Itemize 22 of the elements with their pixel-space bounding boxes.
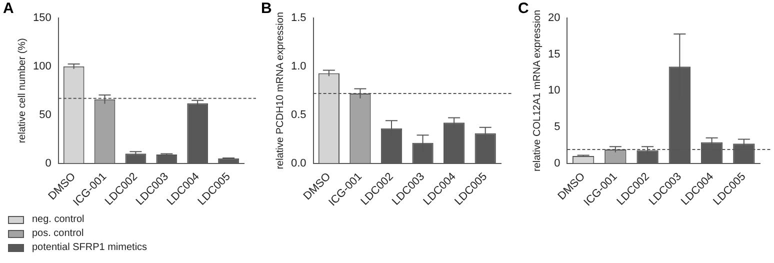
chart-title: A (3, 0, 14, 17)
y-tick-label: 20 (548, 12, 560, 24)
legend-label: potential SFRP1 mimetics (32, 242, 148, 253)
chart-title: C (518, 0, 529, 17)
y-tick-label: 0.5 (290, 108, 306, 121)
y-tick-label: 1.5 (290, 12, 306, 24)
y-tick-label: 0 (45, 157, 52, 170)
legend-label: neg. control (32, 214, 84, 225)
y-axis-title: relative PCDH10 mRNA expression (274, 12, 286, 170)
y-tick-label: 10 (548, 84, 560, 97)
y-tick-label: 5 (554, 120, 560, 133)
y-axis-title: relative COL12A1 mRNA expression (532, 10, 543, 172)
chart-title: B (261, 0, 272, 17)
y-tick-label: 0 (554, 157, 560, 170)
y-tick-label: 1.0 (290, 60, 306, 72)
legend-label: pos. control (32, 228, 84, 239)
y-tick-label: 50 (39, 108, 52, 121)
y-tick-label: 15 (548, 48, 560, 60)
y-axis-title: relative cell number (%) (16, 38, 28, 144)
y-tick-label: 150 (32, 12, 52, 24)
y-tick-label: 0.0 (290, 157, 306, 170)
y-tick-label: 100 (32, 60, 52, 72)
